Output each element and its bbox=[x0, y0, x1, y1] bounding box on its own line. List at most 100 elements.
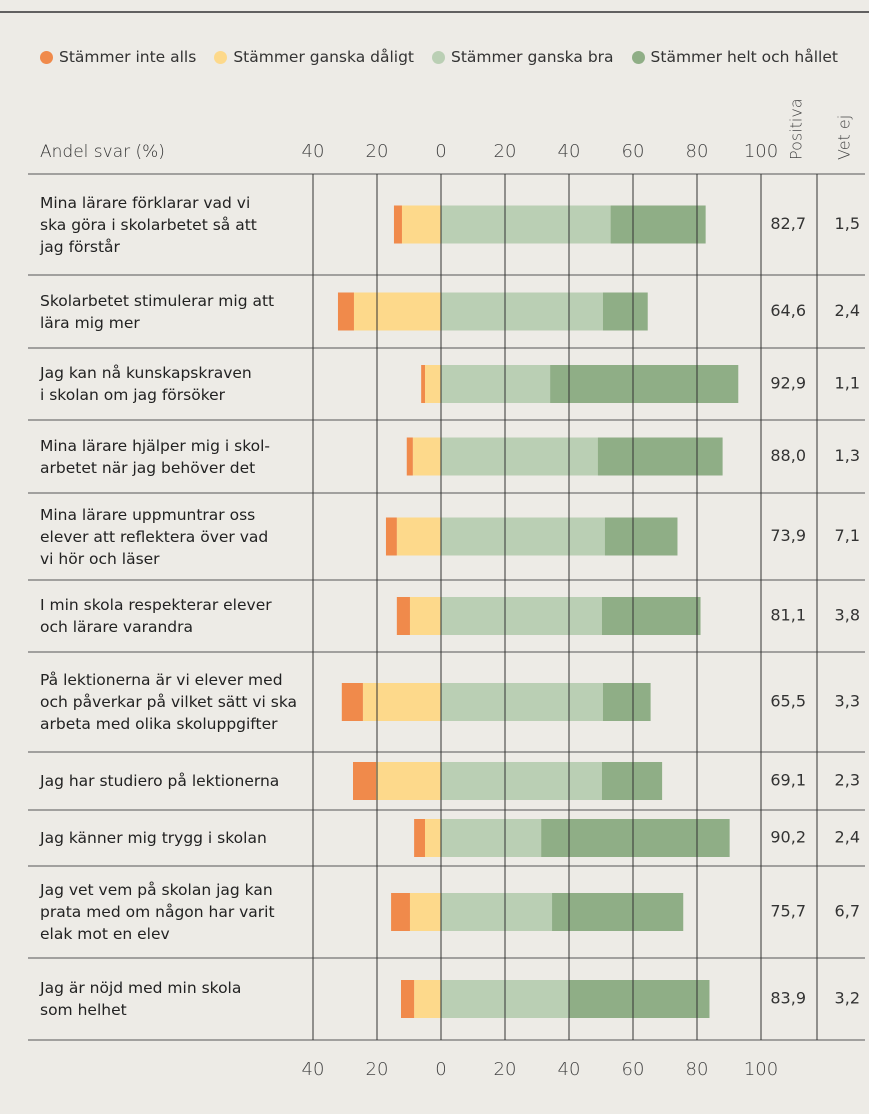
cell-value: 90,2 bbox=[770, 828, 806, 847]
cell-value: 1,5 bbox=[835, 214, 860, 233]
category-label: På lektionerna är vi elever med och påve… bbox=[40, 671, 298, 733]
legend-label: Stämmer ganska bra bbox=[451, 48, 614, 66]
x-tick-label: 40 bbox=[302, 141, 325, 162]
bar-segment bbox=[441, 597, 602, 635]
category-label: Jag har studiero på lektionerna bbox=[40, 772, 280, 790]
bar-segment bbox=[414, 980, 441, 1018]
bar-segment bbox=[441, 365, 551, 403]
bar-segment bbox=[441, 517, 605, 556]
category-label: Jag är nöjd med min skola som helhet bbox=[40, 979, 242, 1019]
category-label: Jag känner mig trygg i skolan bbox=[40, 829, 267, 847]
x-tick-label: 100 bbox=[744, 141, 778, 162]
bar-segment bbox=[550, 365, 739, 403]
bar-segment bbox=[541, 819, 730, 857]
bar-segment bbox=[441, 205, 611, 244]
cell-value: 83,9 bbox=[770, 989, 806, 1008]
bar-segment bbox=[601, 762, 663, 800]
bar-segment bbox=[385, 517, 397, 556]
legend-swatch bbox=[214, 50, 228, 64]
bar-segment bbox=[409, 893, 441, 931]
axis-label: Andel svar (%) bbox=[40, 142, 165, 162]
bar-segment bbox=[362, 683, 441, 721]
x-tick-label: 40 bbox=[558, 1059, 581, 1080]
category-label: Jag kan nå kunskapskraven i skolan om ja… bbox=[40, 364, 252, 404]
bar-segment bbox=[401, 205, 441, 244]
x-tick-label: 20 bbox=[366, 141, 389, 162]
cell-value: 6,7 bbox=[835, 902, 860, 921]
bar-segment bbox=[602, 292, 648, 331]
bar-segment bbox=[441, 683, 603, 721]
cell-value: 73,9 bbox=[770, 526, 806, 545]
category-label: I min skola respekterar elever och lärar… bbox=[40, 596, 272, 636]
x-tick-label: 20 bbox=[494, 1059, 517, 1080]
bar-segment bbox=[604, 517, 678, 556]
category-label: Mina lärare uppmuntrar oss elever att re… bbox=[40, 505, 269, 568]
bar-segment bbox=[602, 683, 651, 721]
bar-segment bbox=[441, 893, 553, 931]
bar-segment bbox=[401, 980, 415, 1018]
x-tick-label: 100 bbox=[744, 1059, 778, 1080]
legend-item: Stämmer ganska bra bbox=[432, 48, 614, 66]
cell-value: 88,0 bbox=[770, 446, 806, 465]
cell-value: 2,4 bbox=[835, 828, 860, 847]
bar-segment bbox=[610, 205, 706, 244]
cell-value: 92,9 bbox=[770, 374, 806, 393]
x-tick-label: 40 bbox=[302, 1059, 325, 1080]
column-header: Vet ej bbox=[835, 115, 854, 160]
cell-value: 82,7 bbox=[770, 214, 806, 233]
bar-segment bbox=[393, 205, 402, 244]
cell-value: 65,5 bbox=[770, 692, 806, 711]
legend-label: Stämmer inte alls bbox=[59, 48, 197, 66]
bar-segment bbox=[396, 517, 441, 556]
cell-value: 1,3 bbox=[835, 446, 860, 465]
cell-value: 3,8 bbox=[835, 606, 860, 625]
bar-segment bbox=[391, 893, 410, 931]
bar-segment bbox=[396, 597, 410, 635]
cell-value: 1,1 bbox=[835, 374, 860, 393]
category-label: Mina lärare hjälper mig i skol- arbetet … bbox=[40, 436, 270, 477]
category-label: Skolarbetet stimulerar mig att lära mig … bbox=[40, 291, 275, 332]
bar-segment bbox=[552, 893, 684, 931]
cell-value: 3,3 bbox=[835, 692, 860, 711]
bar-segment bbox=[341, 683, 363, 721]
legend: Stämmer inte alls Stämmer ganska dåligt St… bbox=[40, 48, 838, 66]
x-tick-label: 20 bbox=[366, 1059, 389, 1080]
column-header: Positiva bbox=[787, 98, 806, 160]
bar-segment bbox=[601, 597, 701, 635]
x-tick-label: 20 bbox=[494, 141, 517, 162]
bar-segment bbox=[421, 365, 425, 403]
cell-value: 64,6 bbox=[770, 301, 806, 320]
legend-swatch bbox=[40, 50, 53, 64]
cell-value: 2,3 bbox=[835, 771, 860, 790]
legend-swatch bbox=[432, 50, 445, 64]
bar-segment bbox=[412, 437, 441, 476]
cell-value: 3,2 bbox=[835, 989, 860, 1008]
bar-segment bbox=[441, 437, 598, 476]
bar-segment bbox=[597, 437, 723, 476]
bar-segment bbox=[376, 762, 441, 800]
bar-segment bbox=[409, 597, 441, 635]
x-tick-label: 80 bbox=[686, 1059, 709, 1080]
cell-value: 69,1 bbox=[770, 771, 806, 790]
legend-item: Stämmer inte alls bbox=[40, 48, 196, 66]
category-label: Jag vet vem på skolan jag kan prata med … bbox=[40, 881, 275, 943]
bar-segment bbox=[441, 762, 602, 800]
x-tick-label: 60 bbox=[622, 1059, 645, 1080]
x-tick-label: 60 bbox=[622, 141, 645, 162]
legend-label: Stämmer ganska dåligt bbox=[233, 48, 414, 66]
legend-item: Stämmer ganska dåligt bbox=[214, 48, 414, 66]
bar-segment bbox=[441, 819, 542, 857]
bar-segment bbox=[337, 292, 354, 331]
bar-segment bbox=[569, 980, 710, 1018]
bar-segment bbox=[414, 819, 425, 857]
cell-value: 75,7 bbox=[770, 902, 806, 921]
x-tick-label: 0 bbox=[435, 141, 446, 162]
bar-segment bbox=[425, 819, 441, 857]
bar-segment bbox=[425, 365, 441, 403]
legend-item: Stämmer helt och hållet bbox=[631, 48, 838, 66]
cell-value: 2,4 bbox=[835, 301, 860, 320]
bar-segment bbox=[353, 292, 441, 331]
legend-swatch bbox=[631, 50, 645, 64]
